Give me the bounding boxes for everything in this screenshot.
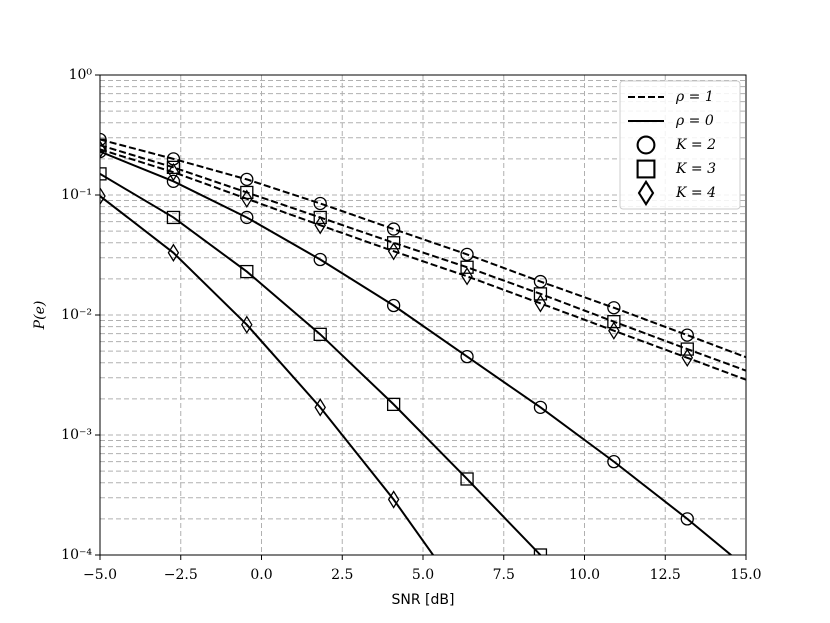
series-line [100, 138, 746, 359]
marker [387, 241, 400, 261]
marker [680, 512, 694, 526]
marker [386, 298, 401, 313]
marker [241, 189, 253, 209]
series-line [100, 148, 746, 381]
marker [387, 490, 400, 509]
marker [755, 357, 767, 369]
y-tick-label: 10⁻¹ [61, 187, 92, 203]
legend-label: K = 2 [675, 137, 716, 153]
marker [100, 167, 107, 181]
marker [386, 236, 401, 250]
series-line [100, 195, 435, 555]
x-tick-label: −2.5 [164, 567, 198, 583]
marker [241, 315, 253, 334]
legend-marker [637, 179, 655, 207]
marker [386, 222, 401, 236]
y-tick-label: 10⁻² [61, 307, 92, 323]
y-tick-label: 10⁻⁴ [61, 547, 92, 563]
marker [100, 186, 106, 206]
marker [533, 548, 548, 555]
marker [313, 210, 327, 225]
marker [167, 243, 180, 263]
marker [314, 215, 326, 235]
marker [240, 264, 254, 279]
legend-label: K = 4 [675, 185, 716, 201]
x-tick-label: 10.0 [569, 567, 600, 583]
marker [166, 160, 181, 174]
y-tick-label: 10⁻³ [61, 427, 92, 443]
marker [240, 172, 254, 187]
x-tick-label: 5.0 [412, 567, 434, 583]
marker [313, 327, 327, 341]
marker [460, 260, 474, 274]
x-tick-label: 0.0 [250, 567, 272, 583]
marker [386, 397, 401, 412]
legend-label: ρ = 1 [675, 89, 714, 105]
marker [240, 210, 254, 225]
x-tick-label: 7.5 [493, 567, 515, 583]
marker [100, 138, 107, 152]
marker [533, 400, 548, 414]
legend-label: K = 3 [675, 161, 716, 177]
marker [534, 294, 547, 313]
marker [166, 174, 181, 188]
marker [462, 595, 472, 611]
series-line [100, 173, 542, 555]
plot-area [100, 132, 767, 611]
marker [314, 398, 326, 417]
plot-frame [99, 74, 747, 556]
marker [607, 315, 621, 329]
marker [460, 247, 474, 262]
marker [166, 210, 181, 225]
marker [681, 348, 694, 368]
y-axis-label: P(e) [32, 301, 48, 331]
marker [608, 321, 620, 340]
legend-label: ρ = 0 [675, 113, 714, 129]
marker [680, 342, 694, 356]
marker [313, 196, 327, 211]
marker [755, 370, 767, 382]
marker [533, 287, 548, 301]
marker [607, 301, 621, 315]
marker [680, 328, 694, 342]
marker [460, 349, 474, 364]
legend-marker [636, 135, 656, 155]
y-tick-label: 10⁰ [69, 67, 93, 83]
marker [607, 454, 621, 469]
legend-marker [636, 159, 656, 179]
x-tick-label: 2.5 [331, 567, 353, 583]
marker [313, 252, 327, 267]
series-line [100, 144, 746, 372]
marker [100, 144, 107, 159]
series-line [100, 150, 733, 555]
x-tick-label: 15.0 [730, 567, 761, 583]
marker [756, 377, 766, 393]
x-tick-label: 12.5 [650, 567, 681, 583]
marker [460, 472, 474, 486]
marker [461, 267, 473, 286]
x-axis-label: SNR [dB] [392, 592, 455, 608]
marker [167, 162, 180, 182]
x-tick-label: −5.0 [83, 567, 117, 583]
